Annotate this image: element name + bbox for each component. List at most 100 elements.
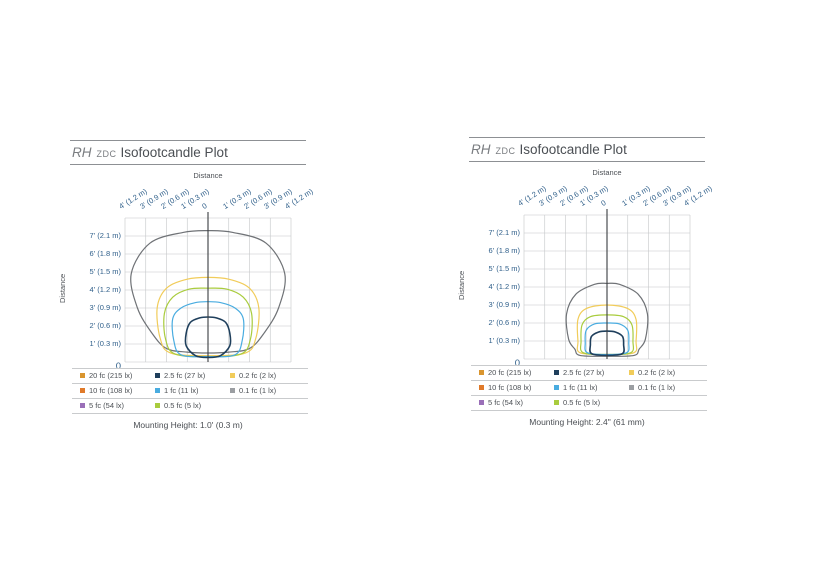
legend-item: 20 fc (215 lx) <box>80 371 132 380</box>
legend-row: 5 fc (54 lx) 0.5 fc (5 lx) <box>72 399 308 414</box>
legend-item: 2.5 fc (27 lx) <box>554 368 604 377</box>
legend-row: 10 fc (108 lx) 1 fc (11 lx) 0.1 fc (1 lx) <box>72 384 308 399</box>
panel-top-rule <box>70 140 306 141</box>
y-axis-title: Distance <box>457 270 466 300</box>
y-tick-label: 4' (1.2 m) <box>488 282 520 291</box>
panel-title: RH ZDC Isofootcandle Plot <box>72 145 228 160</box>
title-subscript: ZDC <box>96 149 117 159</box>
legend-swatch <box>155 388 160 393</box>
legend-item: 5 fc (54 lx) <box>479 398 523 407</box>
legend-swatch <box>554 385 559 390</box>
legend-label: 1 fc (11 lx) <box>563 383 598 392</box>
y-axis-title: Distance <box>58 273 67 303</box>
legend-swatch <box>230 373 235 378</box>
legend-item: 0.1 fc (1 lx) <box>230 386 276 395</box>
isofootcandle-contour-1fc <box>171 301 245 358</box>
isofootcandle-contour-0-5fc <box>163 287 253 358</box>
legend-swatch <box>629 370 634 375</box>
y-tick-label: 6' (1.8 m) <box>89 249 121 258</box>
legend-swatch <box>80 403 85 408</box>
legend-swatch <box>479 370 484 375</box>
y-tick-label: 7' (2.1 m) <box>89 231 121 240</box>
legend-item: 1 fc (11 lx) <box>155 386 198 395</box>
isofootcandle-panel-2: RH ZDC Isofootcandle Plot Distance Distanc… <box>457 137 714 437</box>
legend-swatch <box>80 373 85 378</box>
legend-label: 0.2 fc (2 lx) <box>239 371 277 380</box>
legend-row: 20 fc (215 lx) 2.5 fc (27 lx) 0.2 fc (2 lx… <box>72 368 308 384</box>
legend-item: 10 fc (108 lx) <box>80 386 132 395</box>
legend-label: 1 fc (11 lx) <box>164 386 199 395</box>
panel-title-rule <box>70 164 306 165</box>
x-axis-title: Distance <box>592 168 622 177</box>
y-tick-label: 5' (1.5 m) <box>488 264 520 273</box>
title-main: Isofootcandle Plot <box>120 145 228 160</box>
legend-label: 5 fc (54 lx) <box>488 398 524 407</box>
legend-swatch <box>479 385 484 390</box>
title-subscript: ZDC <box>495 146 516 156</box>
legend-label: 20 fc (215 lx) <box>488 368 532 377</box>
mounting-height-label: Mounting Height: 1.0' (0.3 m) <box>133 420 243 430</box>
legend-item: 1 fc (11 lx) <box>554 383 597 392</box>
legend-item: 0.5 fc (5 lx) <box>155 401 201 410</box>
legend-row: 5 fc (54 lx) 0.5 fc (5 lx) <box>471 396 707 411</box>
isofootcandle-contour-0-5fc <box>579 314 635 356</box>
legend-item: 0.2 fc (2 lx) <box>629 368 675 377</box>
y-tick-label: 0 <box>514 358 520 369</box>
legend-item: 20 fc (215 lx) <box>479 368 531 377</box>
isofootcandle-panel-1: RH ZDC Isofootcandle Plot Distance Distanc… <box>58 140 315 440</box>
y-tick-label: 5' (1.5 m) <box>89 267 121 276</box>
legend-label: 10 fc (108 lx) <box>89 386 133 395</box>
legend-item: 10 fc (108 lx) <box>479 383 531 392</box>
legend-label: 2.5 fc (27 lx) <box>563 368 605 377</box>
legend-item: 0.2 fc (2 lx) <box>230 371 276 380</box>
panel-top-rule <box>469 137 705 138</box>
legend-swatch <box>554 400 559 405</box>
isofootcandle-plot <box>124 212 292 363</box>
isofootcandle-contour-0-2fc <box>156 276 260 357</box>
legend: 20 fc (215 lx) 2.5 fc (27 lx) 0.2 fc (2 lx… <box>72 368 308 414</box>
isofootcandle-plot <box>523 209 691 360</box>
y-tick-label: 1' (0.3 m) <box>89 339 121 348</box>
isofootcandle-contour-0-1fc <box>565 282 649 357</box>
legend-swatch <box>230 388 235 393</box>
mounting-height-label: Mounting Height: 2.4" (61 mm) <box>529 417 645 427</box>
legend-swatch <box>479 400 484 405</box>
y-tick-label: 6' (1.8 m) <box>488 246 520 255</box>
isofootcandle-contour-0-1fc <box>130 229 286 354</box>
legend-item: 0.1 fc (1 lx) <box>629 383 675 392</box>
legend-row: 10 fc (108 lx) 1 fc (11 lx) 0.1 fc (1 lx) <box>471 381 707 396</box>
title-prefix: RH <box>471 142 491 157</box>
y-tick-label: 0 <box>115 361 121 372</box>
y-tick-label: 3' (0.9 m) <box>89 303 121 312</box>
panel-title: RH ZDC Isofootcandle Plot <box>471 142 627 157</box>
legend-row: 20 fc (215 lx) 2.5 fc (27 lx) 0.2 fc (2 lx… <box>471 365 707 381</box>
grid <box>124 217 292 363</box>
legend-swatch <box>629 385 634 390</box>
x-axis-title: Distance <box>193 171 223 180</box>
legend: 20 fc (215 lx) 2.5 fc (27 lx) 0.2 fc (2 lx… <box>471 365 707 411</box>
legend-item: 2.5 fc (27 lx) <box>155 371 205 380</box>
legend-swatch <box>554 370 559 375</box>
legend-label: 5 fc (54 lx) <box>89 401 125 410</box>
title-prefix: RH <box>72 145 92 160</box>
isofootcandle-contour-2-5fc <box>184 316 232 359</box>
isofootcandle-contour-2-5fc <box>589 330 625 357</box>
legend-label: 0.1 fc (1 lx) <box>638 383 676 392</box>
legend-swatch <box>155 373 160 378</box>
legend-label: 10 fc (108 lx) <box>488 383 532 392</box>
legend-item: 5 fc (54 lx) <box>80 401 124 410</box>
legend-label: 0.1 fc (1 lx) <box>239 386 277 395</box>
legend-item: 0.5 fc (5 lx) <box>554 398 600 407</box>
y-tick-label: 1' (0.3 m) <box>488 336 520 345</box>
panel-title-rule <box>469 161 705 162</box>
title-main: Isofootcandle Plot <box>519 142 627 157</box>
legend-label: 0.5 fc (5 lx) <box>164 401 202 410</box>
legend-label: 20 fc (215 lx) <box>89 371 133 380</box>
legend-swatch <box>155 403 160 408</box>
legend-label: 0.5 fc (5 lx) <box>563 398 601 407</box>
legend-label: 0.2 fc (2 lx) <box>638 368 676 377</box>
y-tick-label: 2' (0.6 m) <box>89 321 121 330</box>
legend-swatch <box>80 388 85 393</box>
y-tick-label: 3' (0.9 m) <box>488 300 520 309</box>
y-tick-label: 2' (0.6 m) <box>488 318 520 327</box>
